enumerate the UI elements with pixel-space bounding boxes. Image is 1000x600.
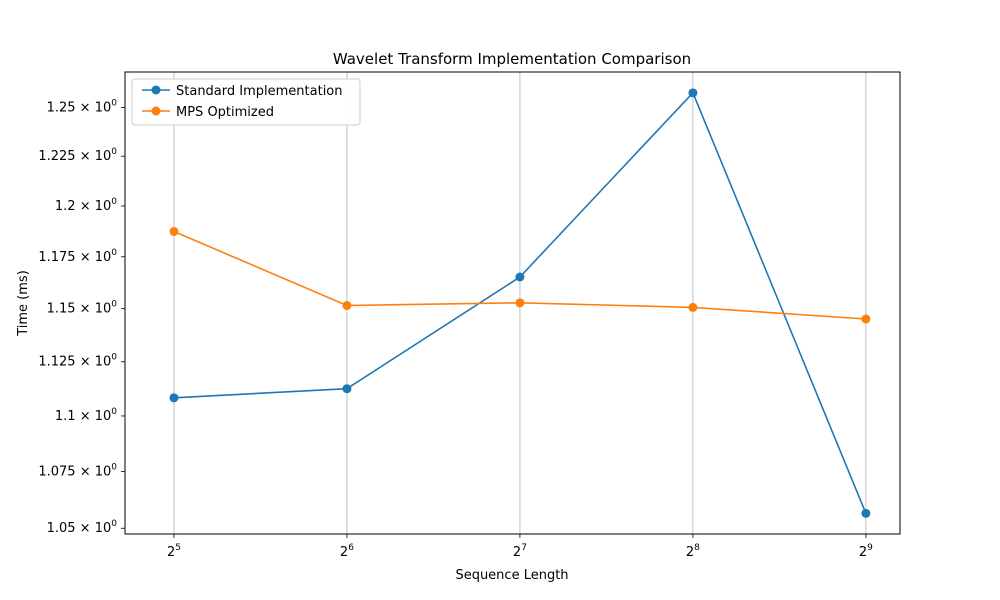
legend-label-mps: MPS Optimized (176, 105, 274, 120)
data-point-1 (169, 226, 179, 236)
x-tick-label: 29 (859, 543, 873, 560)
y-tick-label: 1.075 × 100 (38, 462, 117, 479)
x-tick-label: 25 (167, 543, 181, 560)
data-point-0 (515, 272, 525, 282)
legend: Standard Implementation MPS Optimized (131, 78, 361, 126)
y-tick-label: 1.25 × 100 (47, 98, 118, 115)
legend-box (131, 78, 361, 126)
data-point-1 (688, 302, 698, 312)
y-axis-label: Time (ms) (16, 270, 31, 337)
x-tick-label: 28 (686, 543, 700, 560)
legend-label-standard: Standard Implementation (176, 84, 343, 99)
y-tick-label: 1.225 × 100 (38, 147, 117, 164)
data-point-1 (342, 301, 352, 311)
x-tick-label: 27 (513, 543, 527, 560)
y-tick-label: 1.125 × 100 (38, 353, 117, 370)
y-axis: 1.05 × 100 1.075 × 100 1.1 × 100 1.125 × 10… (38, 98, 125, 536)
data-point-0 (688, 88, 698, 98)
data-point-0 (169, 393, 179, 403)
data-point-1 (515, 298, 525, 308)
x-tick-label: 26 (340, 543, 354, 560)
y-tick-label: 1.05 × 100 (47, 519, 118, 536)
x-axis: 25 26 27 28 29 (167, 534, 873, 560)
data-point-0 (861, 508, 871, 518)
y-tick-label: 1.2 × 100 (55, 197, 117, 214)
chart-title: Wavelet Transform Implementation Compari… (333, 50, 691, 68)
data-point-1 (861, 314, 871, 324)
y-tick-label: 1.175 × 100 (38, 248, 117, 265)
legend-marker-mps (151, 106, 161, 116)
data-point-0 (342, 384, 352, 394)
x-axis-label: Sequence Length (455, 568, 568, 583)
legend-marker-standard (151, 85, 161, 95)
y-tick-label: 1.1 × 100 (55, 407, 117, 424)
y-tick-label: 1.15 × 100 (47, 300, 118, 317)
series-layer (169, 88, 871, 518)
plot-area-frame (124, 71, 901, 535)
